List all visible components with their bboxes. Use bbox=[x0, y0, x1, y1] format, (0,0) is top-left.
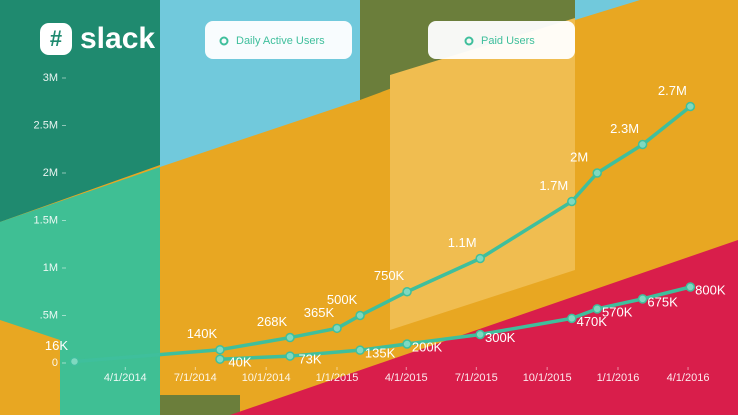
value-label: 800K bbox=[695, 282, 726, 297]
data-point bbox=[592, 304, 602, 314]
data-point bbox=[592, 168, 602, 178]
value-label: 200K bbox=[412, 339, 443, 354]
x-tick-label: 4/1/2016 bbox=[667, 372, 710, 384]
y-tick-label: 1.5M bbox=[34, 214, 58, 226]
logo: # slack bbox=[40, 22, 155, 55]
data-point bbox=[685, 282, 696, 292]
data-point bbox=[475, 253, 485, 264]
data-point bbox=[402, 287, 412, 297]
value-label: 365K bbox=[304, 305, 335, 320]
data-point bbox=[637, 294, 648, 304]
y-tick-label: 0 bbox=[52, 357, 58, 369]
data-point bbox=[285, 332, 295, 343]
data-point bbox=[355, 345, 365, 355]
value-label: 500K bbox=[327, 292, 358, 307]
value-label: 268K bbox=[257, 314, 288, 329]
legend-label: Daily Active Users bbox=[236, 35, 325, 47]
y-tick-label: 1M bbox=[43, 262, 58, 274]
data-point bbox=[637, 139, 648, 150]
y-tick-label: 2.5M bbox=[34, 119, 58, 131]
legend-button[interactable]: Paid Users bbox=[428, 21, 575, 59]
value-label: 570K bbox=[602, 304, 633, 319]
y-tick-label: .5M bbox=[40, 309, 58, 321]
x-tick-label: 7/1/2014 bbox=[174, 372, 217, 384]
y-tick-label: 3M bbox=[43, 72, 58, 84]
x-tick-label: 4/1/2014 bbox=[104, 372, 147, 384]
value-label: 135K bbox=[365, 346, 396, 361]
data-point bbox=[285, 351, 295, 361]
data-point bbox=[215, 354, 225, 364]
value-label: 73K bbox=[298, 352, 321, 367]
brand-name: slack bbox=[80, 22, 155, 55]
value-label: 750K bbox=[374, 268, 405, 283]
value-label: 2M bbox=[570, 149, 588, 164]
x-tick-label: 10/1/2014 bbox=[242, 372, 291, 384]
x-tick-label: 1/1/2015 bbox=[316, 372, 359, 384]
data-point bbox=[332, 323, 342, 334]
data-point bbox=[402, 339, 412, 349]
data-point bbox=[355, 310, 365, 321]
y-tick-label: 2M bbox=[43, 167, 58, 179]
value-label: 300K bbox=[485, 330, 516, 345]
x-tick-label: 7/1/2015 bbox=[455, 372, 498, 384]
value-label: 16K bbox=[45, 338, 68, 353]
data-point bbox=[567, 313, 577, 324]
data-point bbox=[215, 344, 225, 355]
data-point bbox=[685, 101, 696, 112]
value-label: 1.1M bbox=[448, 235, 477, 250]
value-label: 2.7M bbox=[658, 83, 687, 98]
x-tick-label: 10/1/2015 bbox=[523, 372, 572, 384]
x-tick-label: 4/1/2015 bbox=[385, 372, 428, 384]
value-label: 470K bbox=[577, 314, 608, 329]
x-tick-label: 1/1/2016 bbox=[597, 372, 640, 384]
value-label: 675K bbox=[647, 294, 678, 309]
data-point bbox=[69, 356, 80, 367]
data-point bbox=[567, 196, 577, 207]
legend-button[interactable]: Daily Active Users bbox=[205, 21, 352, 59]
value-label: 40K bbox=[228, 355, 251, 370]
svg-text:#: # bbox=[50, 26, 62, 51]
value-label: 140K bbox=[187, 326, 218, 341]
data-point bbox=[475, 329, 485, 340]
value-label: 2.3M bbox=[610, 121, 639, 136]
value-label: 1.7M bbox=[539, 178, 568, 193]
legend-label: Paid Users bbox=[481, 35, 535, 47]
